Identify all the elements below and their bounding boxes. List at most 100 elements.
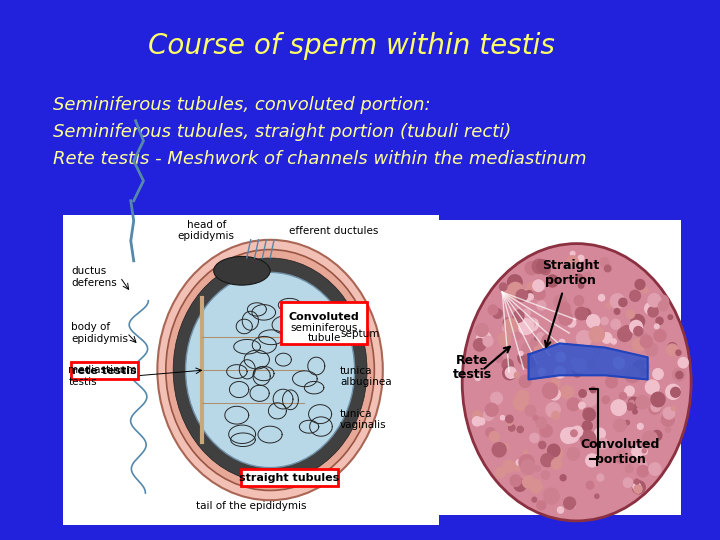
Circle shape <box>611 339 616 344</box>
Circle shape <box>583 272 592 281</box>
Circle shape <box>578 255 584 261</box>
Circle shape <box>652 430 662 441</box>
Circle shape <box>534 343 546 355</box>
Circle shape <box>598 294 605 301</box>
Circle shape <box>490 392 503 404</box>
Circle shape <box>522 354 536 368</box>
Circle shape <box>617 450 627 461</box>
Circle shape <box>524 318 536 329</box>
Circle shape <box>558 302 570 314</box>
Circle shape <box>514 479 526 491</box>
Circle shape <box>525 405 536 416</box>
Circle shape <box>583 408 588 413</box>
Circle shape <box>632 481 645 494</box>
Circle shape <box>575 274 582 281</box>
Circle shape <box>634 327 643 336</box>
Circle shape <box>633 360 648 376</box>
Circle shape <box>630 291 640 301</box>
Circle shape <box>492 443 506 457</box>
Circle shape <box>510 475 521 487</box>
Circle shape <box>600 456 606 462</box>
Circle shape <box>575 307 588 320</box>
Circle shape <box>644 363 649 369</box>
Circle shape <box>475 323 488 336</box>
Ellipse shape <box>214 256 270 285</box>
Circle shape <box>634 485 642 493</box>
Circle shape <box>526 318 539 331</box>
Circle shape <box>522 309 531 317</box>
Circle shape <box>556 352 565 362</box>
Circle shape <box>537 501 546 510</box>
Circle shape <box>533 415 538 420</box>
Circle shape <box>518 319 534 334</box>
Circle shape <box>656 317 663 325</box>
Circle shape <box>601 318 608 325</box>
Circle shape <box>589 327 604 342</box>
Circle shape <box>642 287 648 293</box>
Circle shape <box>554 367 565 378</box>
Circle shape <box>523 476 534 488</box>
Circle shape <box>676 372 683 379</box>
Circle shape <box>635 279 645 289</box>
Circle shape <box>528 294 534 300</box>
Circle shape <box>579 402 585 409</box>
Circle shape <box>548 384 555 392</box>
Circle shape <box>528 369 536 376</box>
Circle shape <box>557 507 564 513</box>
Circle shape <box>526 281 540 296</box>
Circle shape <box>588 360 595 368</box>
Circle shape <box>514 372 520 378</box>
Circle shape <box>625 367 640 382</box>
Circle shape <box>654 295 669 309</box>
Text: tunica
vaginalis: tunica vaginalis <box>340 409 387 430</box>
Circle shape <box>530 433 539 443</box>
Text: Rete testis - Meshwork of channels within the mediastinum: Rete testis - Meshwork of channels withi… <box>53 150 586 168</box>
Circle shape <box>516 390 529 403</box>
Circle shape <box>649 463 661 475</box>
Circle shape <box>495 355 503 362</box>
Text: tubule: tubule <box>307 333 341 343</box>
Circle shape <box>486 428 495 437</box>
Circle shape <box>515 310 524 319</box>
Circle shape <box>498 332 511 346</box>
Circle shape <box>503 460 515 472</box>
Circle shape <box>548 444 560 457</box>
Circle shape <box>505 415 513 423</box>
Text: rete testis: rete testis <box>72 366 137 375</box>
Circle shape <box>478 418 485 425</box>
Circle shape <box>513 395 528 410</box>
Circle shape <box>606 303 611 308</box>
Circle shape <box>539 441 546 449</box>
Circle shape <box>529 480 542 493</box>
Circle shape <box>604 265 611 272</box>
Circle shape <box>665 427 670 433</box>
Circle shape <box>613 419 626 431</box>
Circle shape <box>540 424 552 437</box>
Circle shape <box>561 267 575 281</box>
Circle shape <box>666 384 680 400</box>
Circle shape <box>570 251 575 256</box>
Circle shape <box>634 479 639 484</box>
Circle shape <box>571 430 577 436</box>
Circle shape <box>658 301 668 311</box>
Circle shape <box>663 407 675 419</box>
Circle shape <box>633 409 637 414</box>
Circle shape <box>531 361 539 368</box>
Text: Convoluted: Convoluted <box>289 312 360 322</box>
Circle shape <box>648 307 658 317</box>
Circle shape <box>532 284 544 296</box>
Text: efferent ductules: efferent ductules <box>289 226 379 235</box>
Circle shape <box>500 415 505 420</box>
Circle shape <box>532 497 536 502</box>
Circle shape <box>637 465 649 477</box>
Circle shape <box>488 305 498 315</box>
Circle shape <box>624 478 632 488</box>
Circle shape <box>514 332 521 340</box>
Circle shape <box>547 446 562 461</box>
Circle shape <box>552 261 559 268</box>
Circle shape <box>522 343 534 355</box>
Circle shape <box>651 392 665 407</box>
Circle shape <box>567 398 580 410</box>
Circle shape <box>574 296 584 305</box>
Circle shape <box>575 402 582 410</box>
